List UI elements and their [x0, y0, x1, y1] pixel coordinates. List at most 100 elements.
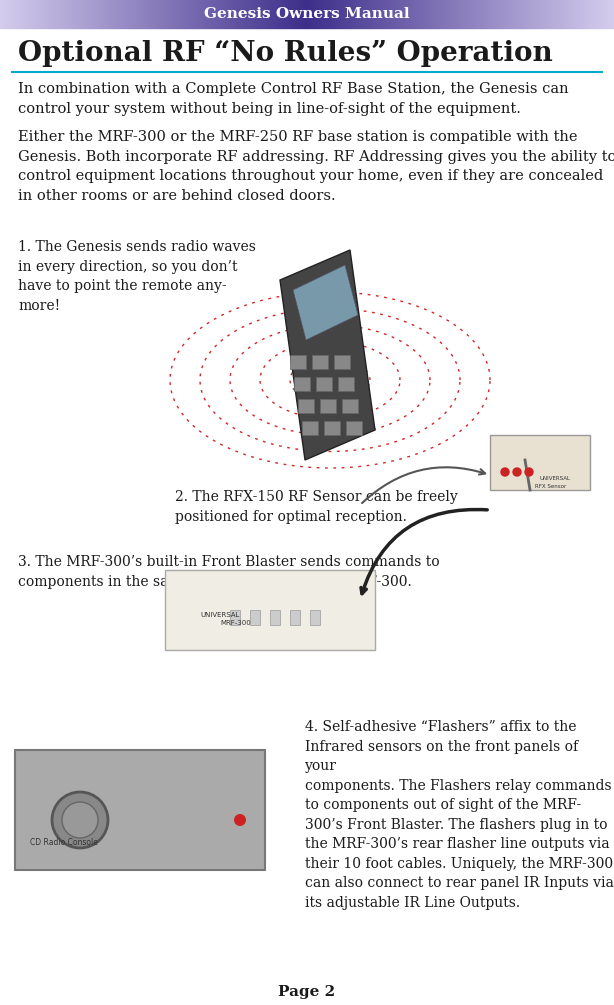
Bar [6, 0, 8, 28]
Bar [61, 0, 64, 28]
Bar [222, 0, 224, 28]
Bar [53, 0, 55, 28]
Bar [238, 0, 240, 28]
Bar [456, 0, 458, 28]
Bar [585, 0, 588, 28]
Bar [602, 0, 604, 28]
Bar [84, 0, 86, 28]
Bar [29, 0, 31, 28]
Text: 1. The Genesis sends radio waves
in every direction, so you don’t
have to point : 1. The Genesis sends radio waves in ever… [18, 240, 256, 313]
Bar [78, 0, 80, 28]
Bar [162, 0, 165, 28]
Bar [287, 0, 290, 28]
Bar [240, 0, 243, 28]
Bar [86, 0, 88, 28]
Bar [290, 0, 292, 28]
Bar [452, 0, 454, 28]
Bar [156, 0, 158, 28]
Bar [521, 0, 524, 28]
Circle shape [52, 792, 108, 848]
Bar [139, 0, 142, 28]
Bar [76, 0, 78, 28]
Bar [597, 0, 600, 28]
Bar [45, 0, 47, 28]
Text: UNIVERSAL: UNIVERSAL [540, 476, 571, 481]
Bar [271, 0, 273, 28]
Bar [530, 0, 532, 28]
Bar [302, 0, 304, 28]
Bar [324, 0, 327, 28]
Bar [454, 0, 456, 28]
Bar [218, 0, 220, 28]
Text: Page 2: Page 2 [278, 985, 336, 999]
Bar [136, 0, 138, 28]
Bar [581, 0, 583, 28]
Bar [351, 0, 353, 28]
Bar [281, 0, 284, 28]
Bar [536, 0, 538, 28]
Bar [72, 0, 74, 28]
Bar [82, 0, 84, 28]
Bar [429, 0, 431, 28]
Bar [538, 0, 540, 28]
Bar [96, 0, 99, 28]
Bar [386, 0, 388, 28]
Bar [244, 0, 246, 28]
Bar [275, 0, 278, 28]
Bar [472, 0, 475, 28]
Circle shape [62, 802, 98, 838]
Bar [95, 0, 96, 28]
Bar [435, 0, 437, 28]
Bar [550, 0, 553, 28]
Bar [368, 0, 370, 28]
Bar [64, 0, 66, 28]
Bar [146, 0, 148, 28]
Bar [462, 0, 464, 28]
Bar [148, 0, 150, 28]
Polygon shape [338, 377, 354, 391]
Bar [165, 570, 375, 650]
Polygon shape [324, 421, 340, 435]
Bar [199, 0, 201, 28]
Bar [403, 0, 405, 28]
Bar [470, 0, 472, 28]
Bar [448, 0, 449, 28]
Bar [610, 0, 612, 28]
Polygon shape [294, 377, 310, 391]
Text: Either the MRF-300 or the MRF-250 RF base station is compatible with the
Genesis: Either the MRF-300 or the MRF-250 RF bas… [18, 130, 614, 202]
Bar [308, 0, 310, 28]
Bar [125, 0, 127, 28]
Polygon shape [320, 399, 336, 413]
Bar [158, 0, 160, 28]
Bar [292, 0, 293, 28]
Bar [39, 0, 41, 28]
Bar [113, 0, 115, 28]
Bar [310, 0, 312, 28]
Bar [123, 0, 125, 28]
Bar [433, 0, 435, 28]
Bar [398, 0, 400, 28]
Bar [449, 0, 452, 28]
Bar [99, 0, 101, 28]
Bar [347, 0, 349, 28]
Bar [534, 0, 536, 28]
Polygon shape [334, 355, 350, 369]
Bar [236, 0, 238, 28]
Bar [423, 0, 425, 28]
Bar [279, 0, 281, 28]
Bar [185, 0, 187, 28]
Bar [524, 0, 526, 28]
Bar [476, 0, 478, 28]
Bar [437, 0, 440, 28]
Bar [446, 0, 448, 28]
Bar [458, 0, 460, 28]
Bar [88, 0, 90, 28]
Bar [431, 0, 433, 28]
Bar [306, 0, 308, 28]
Bar [230, 610, 240, 625]
Bar [232, 0, 234, 28]
Bar [133, 0, 136, 28]
Bar [17, 0, 18, 28]
Polygon shape [316, 377, 332, 391]
Bar [243, 0, 244, 28]
